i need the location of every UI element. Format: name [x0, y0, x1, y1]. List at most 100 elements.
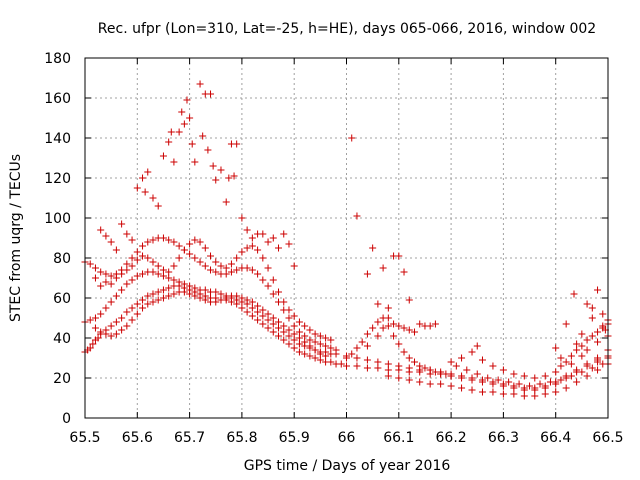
data-point	[222, 270, 230, 278]
data-point	[578, 330, 586, 338]
data-point	[316, 332, 324, 340]
data-point	[118, 286, 126, 294]
data-point	[353, 362, 361, 370]
data-point	[118, 326, 126, 334]
x-tick-labels: 65.5 65.6 65.7 65.8 65.9 66 66.1 66.2 66.3 66.4 66…	[69, 430, 623, 446]
data-point	[316, 340, 324, 348]
data-point	[285, 240, 293, 248]
data-point	[107, 272, 115, 280]
data-point	[94, 334, 102, 342]
data-point	[243, 226, 251, 234]
x-tick-label: 66.2	[436, 430, 467, 446]
data-point	[259, 320, 267, 328]
data-point	[201, 262, 209, 270]
data-point	[128, 254, 136, 262]
data-point	[301, 332, 309, 340]
data-point	[536, 380, 544, 388]
data-point	[139, 304, 147, 312]
data-point	[275, 288, 283, 296]
data-point	[144, 292, 152, 300]
data-point	[196, 238, 204, 246]
data-point	[285, 314, 293, 322]
data-point	[102, 270, 110, 278]
data-point	[269, 314, 277, 322]
data-point	[133, 300, 141, 308]
data-point	[311, 338, 319, 346]
data-point	[248, 312, 256, 320]
data-point	[295, 340, 303, 348]
data-point	[348, 350, 356, 358]
data-point	[243, 244, 251, 252]
data-point	[154, 202, 162, 210]
data-point	[599, 322, 607, 330]
data-point	[97, 268, 105, 276]
data-point	[447, 382, 455, 390]
data-point	[337, 360, 345, 368]
data-point	[159, 272, 167, 280]
data-point	[222, 294, 230, 302]
data-point	[91, 314, 99, 322]
data-point	[233, 254, 241, 262]
data-point	[201, 286, 209, 294]
data-point	[128, 236, 136, 244]
data-point	[557, 354, 565, 362]
data-point	[123, 230, 131, 238]
data-point	[123, 308, 131, 316]
data-point	[473, 342, 481, 350]
data-point	[233, 266, 241, 274]
data-point	[207, 90, 215, 98]
data-point	[170, 262, 178, 270]
data-point	[243, 264, 251, 272]
data-point	[264, 238, 272, 246]
data-point	[301, 322, 309, 330]
data-point	[118, 314, 126, 322]
data-point	[175, 278, 183, 286]
data-point	[374, 364, 382, 372]
data-point	[531, 384, 539, 392]
data-point	[390, 332, 398, 340]
data-point	[159, 266, 167, 274]
data-point	[112, 292, 120, 300]
data-point	[107, 280, 115, 288]
data-point	[510, 370, 518, 378]
data-point	[254, 316, 262, 324]
data-point	[416, 362, 424, 370]
data-point	[97, 328, 105, 336]
data-point	[191, 292, 199, 300]
data-point	[384, 372, 392, 380]
data-point	[306, 342, 314, 350]
data-point	[275, 318, 283, 326]
data-point	[594, 366, 602, 374]
data-point	[139, 296, 147, 304]
data-point	[327, 358, 335, 366]
data-point	[280, 328, 288, 336]
data-point	[379, 324, 387, 332]
data-point	[269, 320, 277, 328]
y-tick-label: 180	[44, 51, 71, 67]
data-point	[379, 314, 387, 322]
data-point	[588, 332, 596, 340]
data-point	[473, 370, 481, 378]
data-point	[112, 246, 120, 254]
data-point	[165, 274, 173, 282]
data-point	[227, 260, 235, 268]
data-point	[217, 262, 225, 270]
data-point	[343, 354, 350, 362]
data-point	[133, 310, 141, 318]
data-point	[259, 254, 267, 262]
data-point	[212, 298, 220, 306]
data-point	[322, 334, 330, 342]
data-point	[280, 322, 288, 330]
data-point	[128, 276, 136, 284]
x-tick-label: 65.8	[226, 430, 257, 446]
data-point	[416, 320, 424, 328]
data-point	[133, 272, 141, 280]
data-point	[238, 214, 246, 222]
data-point	[358, 338, 366, 346]
data-point	[594, 338, 602, 346]
data-point	[264, 282, 272, 290]
data-point	[541, 372, 549, 380]
data-point	[107, 332, 115, 340]
data-point	[170, 290, 178, 298]
data-point	[264, 324, 272, 332]
